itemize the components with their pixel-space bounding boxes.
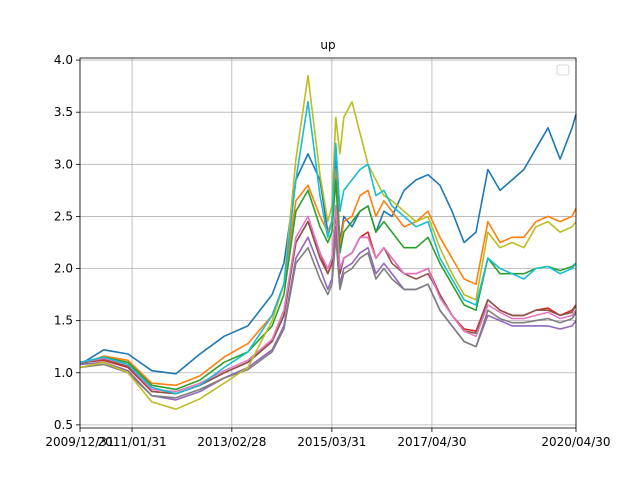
series-line-6: [79, 210, 577, 395]
legend-box: [556, 64, 570, 76]
y-tick-label: 2.0: [54, 262, 73, 276]
series-line-3: [79, 179, 577, 391]
x-tick-label: 2020/04/30: [541, 435, 610, 449]
series-line-5: [79, 226, 577, 401]
series-lines: [79, 74, 577, 411]
series-line-10: [79, 101, 577, 395]
y-tick-label: 3.0: [54, 157, 73, 171]
y-axis-ticks: 0.5 1.0 1.5 2.0 2.5 3.0 3.5 4.0: [54, 53, 80, 432]
x-tick-label: 2011/01/31: [97, 435, 166, 449]
series-line-7: [79, 205, 577, 393]
plot-frame: [79, 57, 577, 429]
y-tick-label: 1.0: [54, 366, 73, 380]
series-line-9: [79, 74, 577, 411]
x-tick-label: 2017/04/30: [397, 435, 466, 449]
y-tick-label: 0.5: [54, 418, 73, 432]
y-tick-label: 3.5: [54, 105, 73, 119]
y-tick-label: 2.5: [54, 209, 73, 223]
y-tick-label: 4.0: [54, 53, 73, 67]
series-line-2: [79, 168, 577, 387]
series-line-8: [79, 236, 577, 399]
chart-title: up: [320, 38, 335, 52]
y-tick-label: 1.5: [54, 314, 73, 328]
x-tick-label: 2015/03/31: [297, 435, 366, 449]
x-tick-label: 2013/02/28: [197, 435, 266, 449]
x-tick-label: 2009/12/31: [45, 435, 114, 449]
series-line-1: [79, 114, 577, 375]
